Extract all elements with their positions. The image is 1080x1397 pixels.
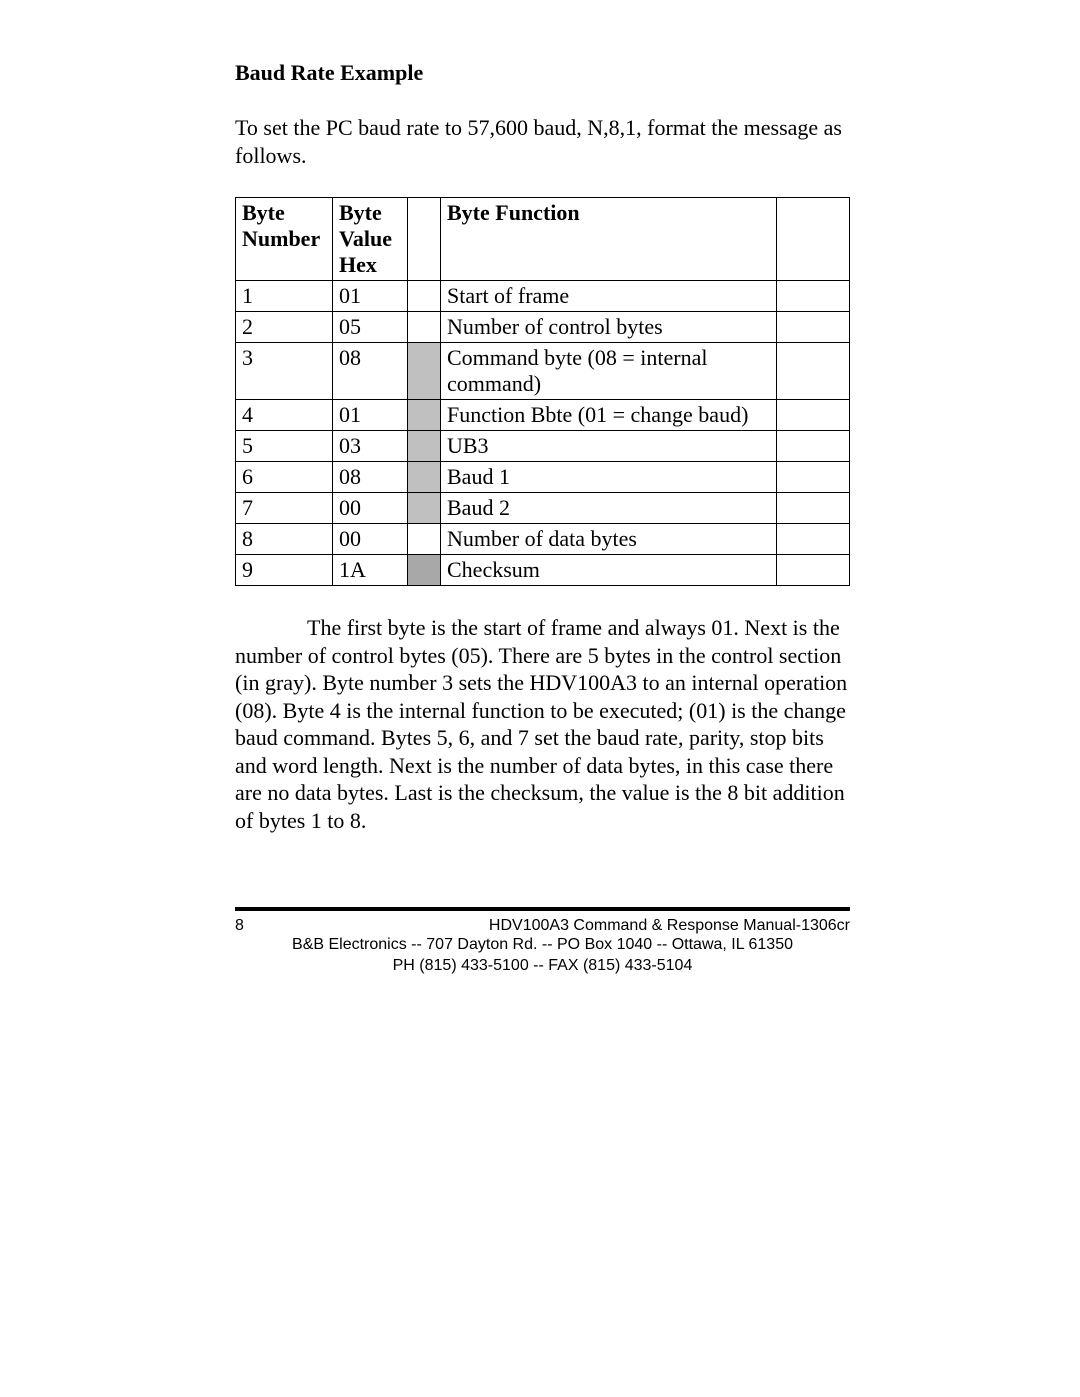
cell-byte-number: 3	[236, 343, 333, 400]
cell-byte-number: 5	[236, 431, 333, 462]
cell-trailing	[777, 493, 850, 524]
cell-byte-value: 05	[333, 312, 408, 343]
explanation-paragraph: The first byte is the start of frame and…	[235, 614, 850, 834]
table-row: 4 01 Function Bbte (01 = change baud)	[236, 400, 850, 431]
byte-table: Byte Number Byte Value Hex Byte Function…	[235, 197, 850, 586]
explanation-text: The first byte is the start of frame and…	[235, 615, 847, 833]
col-header-byte-number: Byte Number	[236, 198, 333, 281]
cell-byte-function: UB3	[441, 431, 777, 462]
col-header-trailing	[777, 198, 850, 281]
byte-table-body: 1 01 Start of frame 2 05 Number of contr…	[236, 281, 850, 586]
cell-byte-function: Checksum	[441, 555, 777, 586]
cell-byte-value: 1A	[333, 555, 408, 586]
cell-byte-function: Command byte (08 = internal command)	[441, 343, 777, 400]
cell-byte-function: Function Bbte (01 = change baud)	[441, 400, 777, 431]
cell-shade	[408, 312, 441, 343]
table-row: 8 00 Number of data bytes	[236, 524, 850, 555]
footer-address: B&B Electronics -- 707 Dayton Rd. -- PO …	[235, 935, 850, 956]
intro-paragraph: To set the PC baud rate to 57,600 baud, …	[235, 114, 850, 169]
col-header-byte-function: Byte Function	[441, 198, 777, 281]
cell-trailing	[777, 281, 850, 312]
table-header-row: Byte Number Byte Value Hex Byte Function	[236, 198, 850, 281]
cell-byte-function: Start of frame	[441, 281, 777, 312]
table-row: 2 05 Number of control bytes	[236, 312, 850, 343]
cell-byte-value: 01	[333, 281, 408, 312]
cell-byte-value: 08	[333, 462, 408, 493]
cell-shade	[408, 493, 441, 524]
cell-byte-value: 00	[333, 524, 408, 555]
table-row: 7 00 Baud 2	[236, 493, 850, 524]
cell-byte-number: 4	[236, 400, 333, 431]
cell-trailing	[777, 431, 850, 462]
table-row: 9 1A Checksum	[236, 555, 850, 586]
page-number: 8	[235, 917, 244, 935]
cell-byte-number: 2	[236, 312, 333, 343]
cell-trailing	[777, 312, 850, 343]
cell-byte-value: 01	[333, 400, 408, 431]
col-header-byte-value: Byte Value Hex	[333, 198, 408, 281]
col-header-shade	[408, 198, 441, 281]
cell-trailing	[777, 343, 850, 400]
cell-byte-function: Number of data bytes	[441, 524, 777, 555]
cell-byte-function: Number of control bytes	[441, 312, 777, 343]
cell-byte-function: Baud 1	[441, 462, 777, 493]
cell-byte-value: 03	[333, 431, 408, 462]
cell-trailing	[777, 555, 850, 586]
cell-trailing	[777, 524, 850, 555]
cell-byte-function: Baud 2	[441, 493, 777, 524]
cell-shade	[408, 524, 441, 555]
cell-shade	[408, 555, 441, 586]
cell-byte-number: 7	[236, 493, 333, 524]
cell-trailing	[777, 462, 850, 493]
table-row: 3 08 Command byte (08 = internal command…	[236, 343, 850, 400]
footer-phone: PH (815) 433-5100 -- FAX (815) 433-5104	[235, 956, 850, 977]
cell-shade	[408, 281, 441, 312]
cell-byte-number: 8	[236, 524, 333, 555]
cell-byte-value: 00	[333, 493, 408, 524]
cell-shade	[408, 400, 441, 431]
cell-byte-value: 08	[333, 343, 408, 400]
table-row: 6 08 Baud 1	[236, 462, 850, 493]
manual-title: HDV100A3 Command & Response Manual-1306c…	[489, 917, 850, 935]
cell-shade	[408, 343, 441, 400]
footer-rule	[235, 907, 850, 911]
cell-byte-number: 9	[236, 555, 333, 586]
cell-shade	[408, 462, 441, 493]
cell-byte-number: 6	[236, 462, 333, 493]
section-heading: Baud Rate Example	[235, 60, 850, 86]
table-row: 5 03 UB3	[236, 431, 850, 462]
cell-byte-number: 1	[236, 281, 333, 312]
page: Baud Rate Example To set the PC baud rat…	[0, 0, 1080, 1397]
cell-shade	[408, 431, 441, 462]
table-row: 1 01 Start of frame	[236, 281, 850, 312]
cell-trailing	[777, 400, 850, 431]
page-footer: 8 HDV100A3 Command & Response Manual-130…	[235, 907, 850, 977]
